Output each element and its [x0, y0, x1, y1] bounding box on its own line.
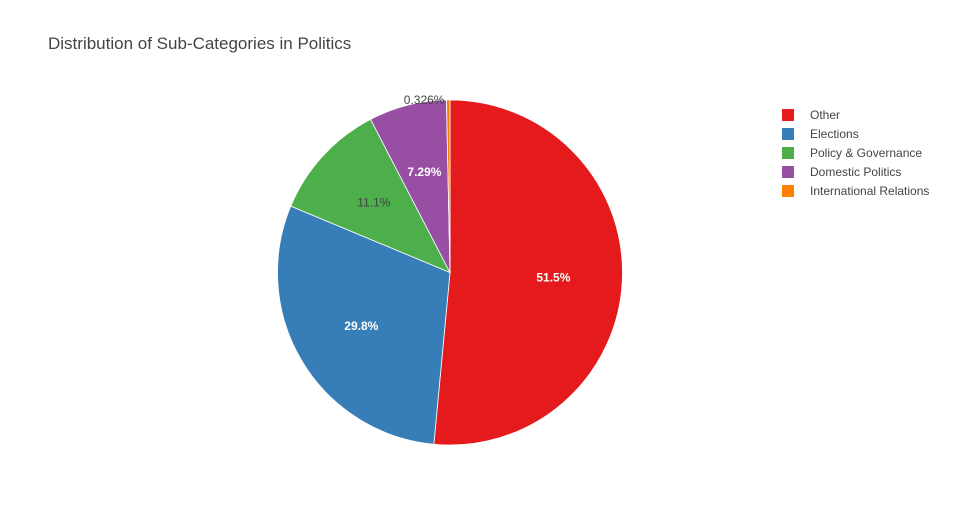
pie-slice-elections[interactable] — [277, 205, 451, 445]
legend-swatch — [782, 165, 794, 178]
legend-swatch — [782, 146, 794, 159]
legend-label: Other — [810, 107, 841, 122]
legend-swatch — [782, 184, 794, 197]
legend-item-international-relations[interactable]: International Relations — [782, 181, 929, 200]
pie-label-elections: 29.8% — [344, 319, 378, 333]
pie-label-international-relations: 0.326% — [404, 93, 445, 107]
legend-swatch — [782, 127, 794, 140]
legend-label: Domestic Politics — [810, 164, 902, 179]
legend-item-policy-governance[interactable]: Policy & Governance — [782, 143, 929, 162]
pie-label-domestic-politics: 7.29% — [407, 165, 441, 179]
pie-label-other: 51.5% — [536, 270, 570, 284]
legend-item-other[interactable]: Other — [782, 105, 929, 124]
legend-item-domestic-politics[interactable]: Domestic Politics — [782, 162, 929, 181]
legend-swatch — [782, 108, 794, 121]
legend-label: Elections — [810, 126, 859, 141]
chart-title: Distribution of Sub-Categories in Politi… — [48, 34, 352, 53]
pie-label-policy-governance: 11.1% — [357, 195, 390, 209]
pie-slice-other[interactable] — [433, 99, 623, 446]
pie-slice-policy-governance[interactable] — [290, 118, 451, 274]
pie-slice-international-relations[interactable] — [446, 99, 451, 273]
legend: Other Elections Policy & Governance Domesti… — [782, 105, 929, 200]
legend-label: International Relations — [810, 183, 930, 198]
legend-item-elections[interactable]: Elections — [782, 124, 929, 143]
legend-label: Policy & Governance — [810, 145, 923, 160]
